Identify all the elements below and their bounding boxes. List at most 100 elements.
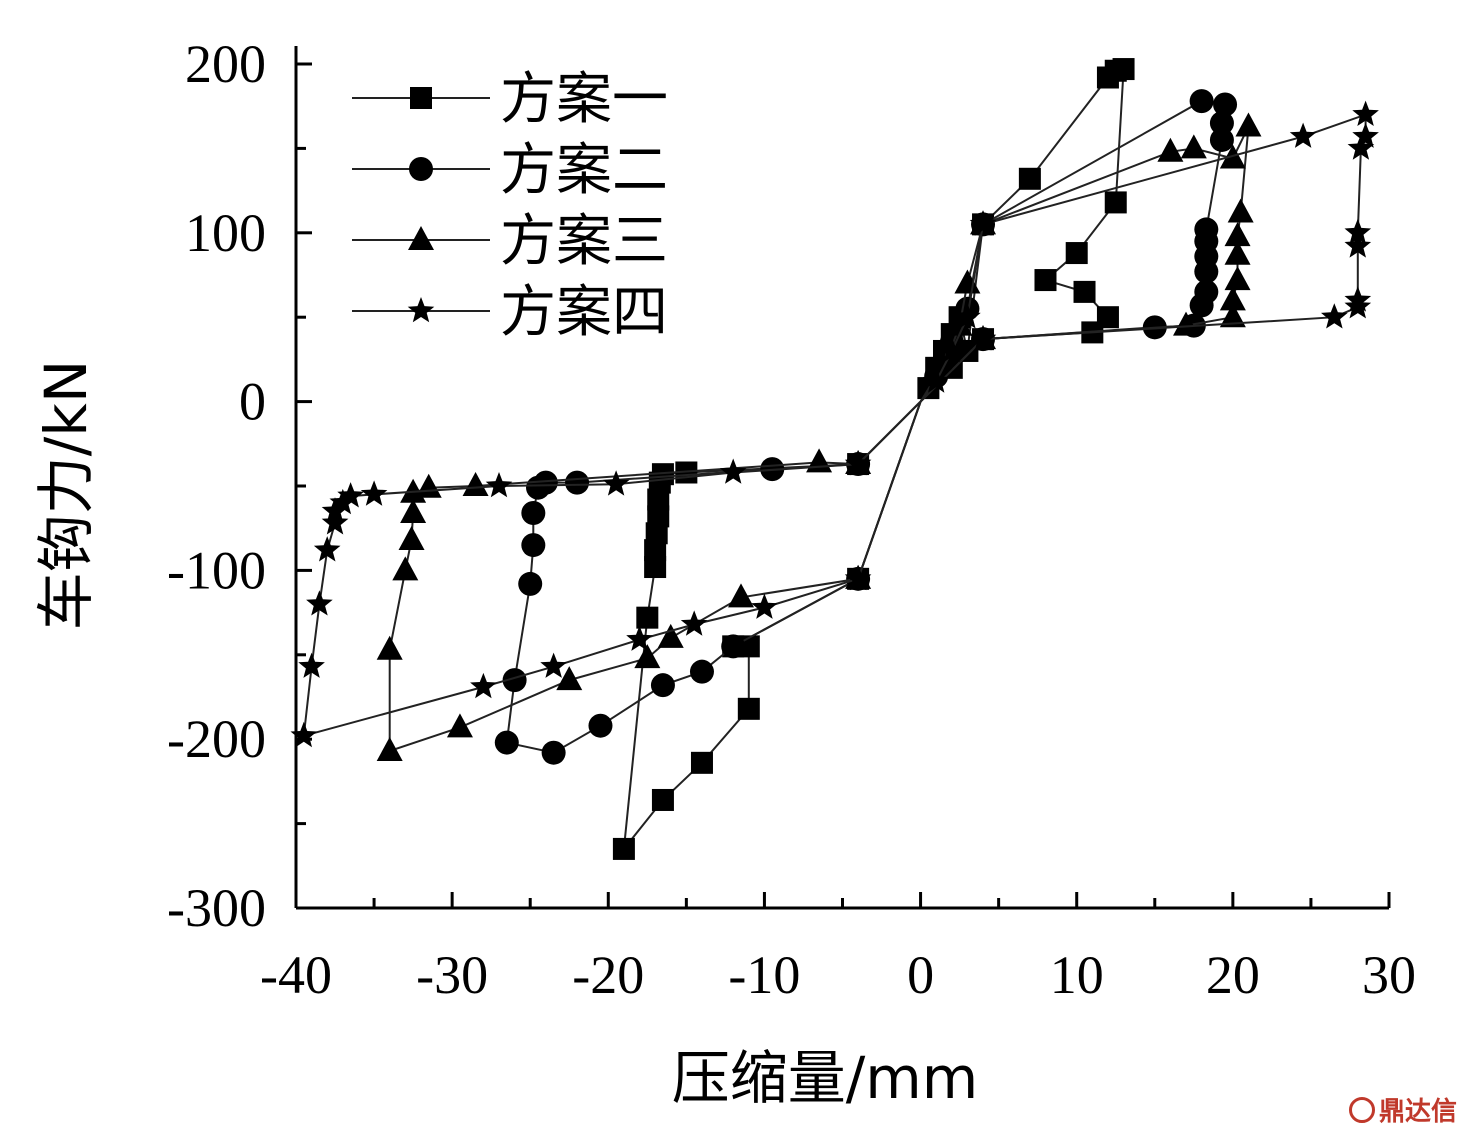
x-tick-label: -10 — [728, 945, 800, 1005]
data-point — [1209, 111, 1234, 136]
data-point — [844, 450, 872, 476]
data-point — [1189, 293, 1214, 318]
data-point — [1352, 122, 1379, 148]
data-point — [647, 505, 670, 528]
x-axis-label: 压缩量/mm — [672, 1044, 979, 1112]
data-point — [392, 556, 419, 581]
data-point — [969, 325, 997, 351]
x-tick-label: -20 — [572, 945, 644, 1005]
legend-marker — [407, 297, 435, 323]
data-point — [376, 635, 403, 660]
data-point — [636, 606, 659, 629]
x-tick-label: 30 — [1362, 945, 1416, 1005]
data-point — [502, 668, 527, 693]
legend-item: 方案二 — [352, 138, 668, 203]
data-point — [1289, 122, 1317, 148]
legend-marker — [410, 87, 432, 109]
data-point — [376, 737, 403, 762]
data-point — [400, 499, 427, 524]
data-point — [1344, 293, 1372, 319]
data-point — [540, 652, 567, 678]
y-tick-label: 0 — [239, 372, 266, 432]
data-point — [556, 666, 583, 691]
x-tick-label: 10 — [1050, 945, 1104, 1005]
data-point — [290, 721, 318, 748]
x-tick-label: 20 — [1206, 945, 1260, 1005]
legend-item: 方案一 — [352, 67, 668, 132]
data-point — [462, 472, 489, 496]
data-point — [844, 564, 872, 591]
data-point — [954, 303, 981, 329]
data-point — [651, 788, 674, 811]
series-1 — [612, 58, 1135, 860]
data-point — [313, 536, 341, 562]
data-point — [1173, 311, 1200, 336]
y-axis-label: 车钩力/kN — [32, 360, 100, 631]
data-point — [751, 593, 778, 619]
data-point — [690, 751, 713, 774]
data-point — [298, 652, 325, 678]
legend-marker — [408, 226, 434, 250]
series-line — [302, 113, 1367, 738]
data-point — [398, 526, 425, 551]
y-tick-label: 200 — [185, 34, 266, 94]
data-point — [969, 210, 997, 236]
data-point — [954, 269, 981, 294]
y-tick-label: -200 — [167, 709, 266, 769]
data-point — [526, 475, 551, 500]
data-point — [1219, 303, 1246, 328]
data-point — [1157, 137, 1184, 162]
data-point — [588, 713, 613, 738]
data-point — [1034, 269, 1057, 292]
watermark: 鼎达信 — [1348, 1091, 1457, 1128]
data-point — [647, 488, 670, 511]
series-layer — [290, 58, 1379, 860]
data-point — [719, 458, 747, 484]
legend-label: 方案四 — [500, 280, 668, 345]
legend-label: 方案一 — [500, 67, 668, 132]
data-point — [329, 488, 357, 515]
data-point — [518, 571, 543, 596]
data-point — [1347, 134, 1375, 160]
data-point — [721, 634, 746, 659]
data-point — [446, 713, 473, 738]
series-3 — [376, 112, 1262, 762]
data-point — [644, 556, 667, 579]
x-tick-label: -30 — [416, 945, 488, 1005]
x-tick-label: 0 — [907, 945, 934, 1005]
watermark-text: 鼎达信 — [1378, 1097, 1457, 1127]
data-point — [1104, 191, 1127, 214]
data-point — [400, 478, 427, 503]
data-point — [938, 337, 966, 363]
data-point — [806, 448, 833, 473]
data-point — [1344, 232, 1372, 258]
data-point — [602, 470, 630, 496]
data-point — [728, 583, 755, 608]
data-point — [626, 625, 653, 651]
data-point — [1235, 112, 1262, 137]
data-point — [1352, 100, 1379, 126]
y-tick-label: -100 — [167, 540, 266, 600]
data-point — [1112, 58, 1135, 81]
legend-item: 方案三 — [352, 209, 668, 274]
data-point — [360, 480, 388, 506]
data-point — [644, 539, 667, 562]
data-point — [1224, 222, 1251, 247]
series-line — [622, 67, 1125, 853]
data-point — [1194, 259, 1219, 284]
data-point — [337, 482, 364, 508]
legend-marker — [409, 157, 433, 181]
data-point — [521, 501, 546, 526]
legend-label: 方案三 — [500, 209, 668, 274]
data-point — [1224, 266, 1251, 291]
data-point — [1065, 242, 1088, 265]
axes — [294, 46, 1391, 910]
data-point — [1180, 134, 1207, 159]
data-point — [634, 644, 661, 669]
y-tick-label: 100 — [185, 203, 266, 263]
legend-item: 方案四 — [352, 280, 668, 345]
data-point — [737, 697, 760, 720]
